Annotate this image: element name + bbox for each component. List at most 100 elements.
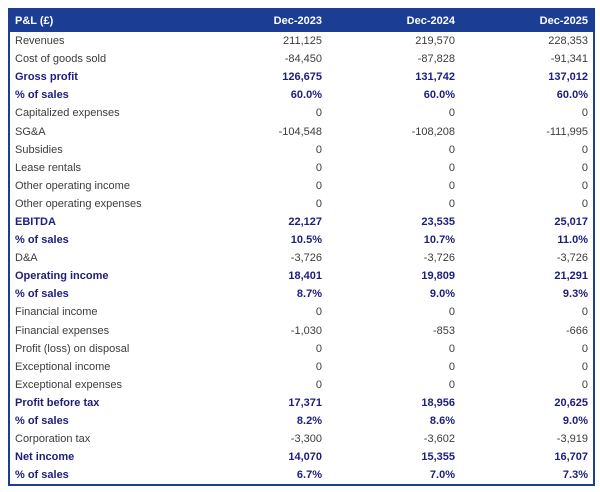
cell-value: 0 — [581, 360, 588, 373]
row-label: Profit (loss) on disposal — [15, 342, 130, 355]
cell-value: 0 — [581, 378, 588, 391]
table-row: Financial expenses -1,030 -853 -666 — [10, 322, 593, 340]
table-row: EBITDA 22,127 23,535 25,017 — [10, 213, 593, 231]
cell-value: 219,570 — [415, 35, 455, 48]
row-label: Gross profit — [15, 71, 78, 84]
cell-value: 19,809 — [421, 270, 455, 283]
cell-value: 0 — [315, 161, 322, 174]
row-label: Net income — [15, 451, 75, 464]
table-row: Exceptional income 0 0 0 — [10, 358, 593, 376]
cell-value: -111,995 — [546, 125, 588, 138]
table-row: % of sales 60.0% 60.0% 60.0% — [10, 86, 593, 104]
cell-value: 211,125 — [283, 35, 322, 48]
row-label: Profit before tax — [15, 396, 100, 409]
column-header-dec-2023: Dec-2023 — [194, 10, 327, 32]
table-row: SG&A -104,548 -108,208 -111,995 — [10, 122, 593, 140]
cell-value: 0 — [448, 107, 455, 120]
table-row: Other operating expenses 0 0 0 — [10, 195, 593, 213]
cell-value: -3,919 — [556, 433, 588, 446]
cell-value: 0 — [448, 378, 455, 391]
cell-value: 9.0% — [429, 288, 455, 301]
cell-value: 23,535 — [421, 215, 455, 228]
table-row: Other operating income 0 0 0 — [10, 177, 593, 195]
pl-table: P&L (£) Dec-2023 Dec-2024 Dec-2025 Reven… — [8, 8, 595, 487]
cell-value: 0 — [581, 197, 588, 210]
table-row: Lease rentals 0 0 0 — [10, 159, 593, 177]
cell-value: 0 — [315, 179, 322, 192]
row-label: Capitalized expenses — [15, 107, 120, 120]
column-header-dec-2024: Dec-2024 — [327, 10, 460, 32]
cell-value: 0 — [448, 306, 455, 319]
table-row: Exceptional expenses 0 0 0 — [10, 376, 593, 394]
cell-value: 0 — [315, 360, 322, 373]
cell-value: 0 — [448, 197, 455, 210]
row-label: % of sales — [15, 234, 69, 247]
cell-value: 0 — [581, 179, 588, 192]
cell-value: -3,726 — [556, 252, 588, 265]
table-body: Revenues 211,125 219,570 228,353 Cost of goo… — [10, 32, 593, 484]
cell-value: 18,956 — [421, 396, 455, 409]
row-label: % of sales — [15, 89, 69, 102]
cell-value: 131,742 — [415, 71, 455, 84]
row-label: % of sales — [15, 288, 69, 301]
table-row: D&A -3,726 -3,726 -3,726 — [10, 249, 593, 267]
cell-value: 20,625 — [554, 396, 588, 409]
row-label: Other operating income — [15, 179, 130, 192]
cell-value: -3,726 — [423, 252, 455, 265]
row-label: Exceptional expenses — [15, 378, 123, 391]
table-row: Profit before tax 17,371 18,956 20,625 — [10, 394, 593, 412]
table-row: Operating income 18,401 19,809 21,291 — [10, 267, 593, 285]
cell-value: 0 — [315, 378, 322, 391]
cell-value: 0 — [315, 306, 322, 319]
cell-value: 0 — [581, 143, 588, 156]
cell-value: 14,070 — [288, 451, 322, 464]
cell-value: -1,030 — [290, 324, 322, 337]
row-label: Operating income — [15, 270, 109, 283]
cell-value: 0 — [581, 306, 588, 319]
cell-value: 0 — [581, 161, 588, 174]
table-row: Corporation tax -3,300 -3,602 -3,919 — [10, 430, 593, 448]
row-label: % of sales — [15, 415, 69, 428]
cell-value: 8.6% — [429, 415, 455, 428]
cell-value: 0 — [448, 342, 455, 355]
table-row: Gross profit 126,675 131,742 137,012 — [10, 68, 593, 86]
cell-value: 8.2% — [296, 415, 322, 428]
table-row: Net income 14,070 15,355 16,707 — [10, 448, 593, 466]
cell-value: 0 — [448, 161, 455, 174]
cell-value: -853 — [432, 324, 455, 337]
cell-value: 6.7% — [296, 469, 322, 482]
cell-value: 9.0% — [562, 415, 588, 428]
row-label: Lease rentals — [15, 161, 82, 174]
cell-value: 25,017 — [554, 215, 588, 228]
cell-value: 0 — [448, 143, 455, 156]
cell-value: 0 — [315, 143, 322, 156]
row-label: D&A — [15, 252, 38, 265]
cell-value: 0 — [448, 179, 455, 192]
row-label: Other operating expenses — [15, 197, 142, 210]
cell-value: 126,675 — [282, 71, 322, 84]
row-label: Financial income — [15, 306, 98, 319]
cell-value: 8.7% — [296, 288, 322, 301]
table-row: % of sales 8.2% 8.6% 9.0% — [10, 412, 593, 430]
table-row: % of sales 10.5% 10.7% 11.0% — [10, 231, 593, 249]
table-row: Profit (loss) on disposal 0 0 0 — [10, 340, 593, 358]
row-label: Revenues — [15, 35, 65, 48]
cell-value: -3,300 — [290, 433, 322, 446]
cell-value: -91,341 — [550, 53, 588, 66]
table-row: Capitalized expenses 0 0 0 — [10, 104, 593, 122]
table-row: % of sales 8.7% 9.0% 9.3% — [10, 285, 593, 303]
row-label: Corporation tax — [15, 433, 91, 446]
cell-value: 0 — [448, 360, 455, 373]
cell-value: 21,291 — [554, 270, 588, 283]
cell-value: 60.0% — [556, 89, 588, 102]
cell-value: -3,726 — [290, 252, 322, 265]
table-row: Financial income 0 0 0 — [10, 303, 593, 321]
pl-statement-table: P&L (£) Dec-2023 Dec-2024 Dec-2025 Reven… — [10, 10, 593, 484]
cell-value: 22,127 — [288, 215, 322, 228]
cell-value: 7.3% — [562, 469, 588, 482]
cell-value: -3,602 — [423, 433, 455, 446]
row-label: Cost of goods sold — [15, 53, 107, 66]
table-row: Revenues 211,125 219,570 228,353 — [10, 32, 593, 50]
cell-value: 228,353 — [548, 35, 588, 48]
cell-value: 0 — [315, 107, 322, 120]
